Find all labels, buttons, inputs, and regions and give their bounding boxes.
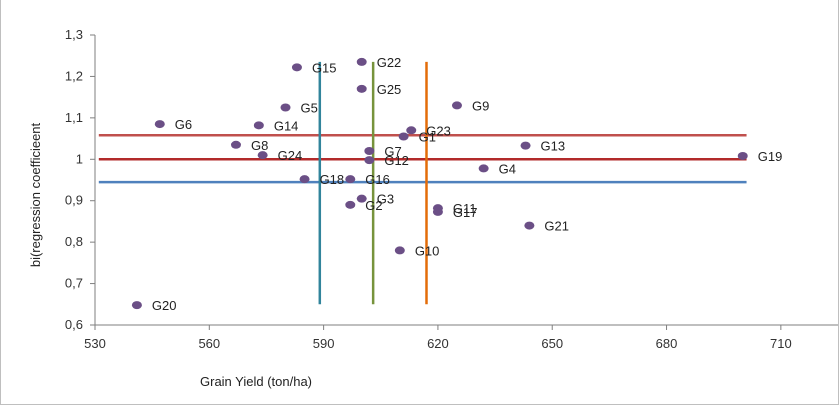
data-point xyxy=(432,207,443,216)
data-point xyxy=(364,156,375,165)
point-label: G10 xyxy=(415,243,440,258)
point-label: G14 xyxy=(274,118,299,133)
data-point xyxy=(364,147,375,155)
data-point xyxy=(478,164,489,173)
point-label: G7 xyxy=(384,144,401,159)
point-label: G15 xyxy=(312,60,337,75)
point-label: G16 xyxy=(365,172,390,187)
axes xyxy=(94,35,838,326)
point-label: G20 xyxy=(152,298,177,313)
data-point xyxy=(345,175,356,184)
data-point xyxy=(406,126,417,135)
data-point xyxy=(524,221,535,230)
y-tick-label: 1 xyxy=(76,151,83,166)
data-point xyxy=(291,63,302,72)
point-label: G8 xyxy=(251,138,268,153)
data-point xyxy=(345,200,356,209)
data-point xyxy=(356,84,367,93)
y-tick-label: 0,6 xyxy=(65,317,83,332)
point-label: G11 xyxy=(453,201,477,216)
x-tick-label: 680 xyxy=(656,336,678,351)
point-label: G6 xyxy=(175,117,192,132)
x-ticks: 530 560 590 620 650 680 710 xyxy=(84,325,792,351)
reference-lines xyxy=(98,61,747,305)
data-point xyxy=(451,101,462,110)
data-point xyxy=(394,246,405,255)
data-point xyxy=(520,141,531,150)
x-tick-label: 560 xyxy=(198,336,220,351)
data-point xyxy=(154,120,165,129)
y-tick-label: 1,3 xyxy=(65,27,83,42)
point-label: G3 xyxy=(377,192,394,207)
x-tick-label: 530 xyxy=(84,336,106,351)
point-label: G2 xyxy=(365,198,382,213)
y-tick-label: 1,1 xyxy=(65,110,83,125)
x-axis-label: Grain Yield (ton/ha) xyxy=(200,374,312,389)
data-point xyxy=(253,121,264,130)
point-label: G9 xyxy=(472,98,489,113)
x-tick-label: 710 xyxy=(770,336,792,351)
data-point xyxy=(131,301,142,310)
point-label: G19 xyxy=(758,149,783,164)
x-tick-label: 590 xyxy=(313,336,335,351)
data-point xyxy=(356,57,367,66)
y-axis-label: bi(regression coefficieent xyxy=(28,122,43,267)
y-tick-label: 0,9 xyxy=(65,193,83,208)
data-point xyxy=(299,175,310,184)
point-label: G21 xyxy=(544,219,569,234)
point-label: G18 xyxy=(320,172,345,187)
data-point xyxy=(280,103,291,112)
data-point xyxy=(257,151,268,160)
data-point xyxy=(356,194,367,203)
point-label: G23 xyxy=(426,123,451,138)
point-label: G4 xyxy=(499,161,516,176)
data-point xyxy=(398,132,409,141)
x-tick-label: 650 xyxy=(541,336,563,351)
y-ticks: 0,6 0,7 0,8 0,9 1 1,1 1,2 1,3 xyxy=(65,27,95,332)
y-tick-label: 0,7 xyxy=(65,276,83,291)
y-tick-label: 1,2 xyxy=(65,68,83,83)
x-tick-label: 620 xyxy=(427,336,449,351)
point-label: G24 xyxy=(278,148,303,163)
point-label: G12 xyxy=(384,153,409,168)
point-label: G5 xyxy=(301,101,318,116)
data-point xyxy=(230,140,241,149)
data-point xyxy=(737,151,748,160)
y-tick-label: 0,8 xyxy=(65,234,83,249)
point-label: G22 xyxy=(377,55,402,70)
point-label: G13 xyxy=(541,139,566,154)
point-label: G17 xyxy=(453,205,478,220)
point-label: G25 xyxy=(377,82,402,97)
point-label: G1 xyxy=(419,130,436,145)
